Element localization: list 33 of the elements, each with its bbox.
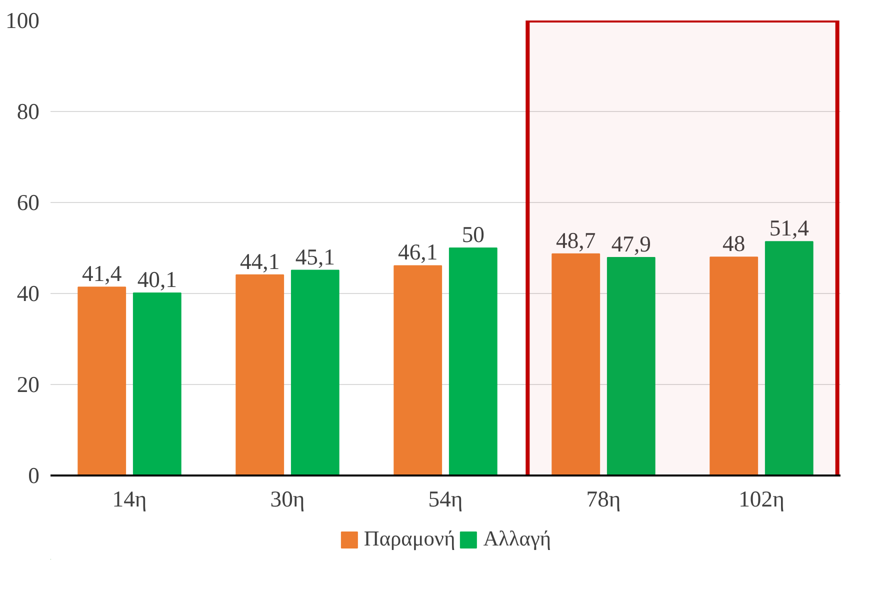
data-label: 50 bbox=[462, 222, 484, 247]
y-tick-label: 40 bbox=[16, 281, 40, 306]
x-tick-label: 102η bbox=[738, 486, 784, 512]
legend-label: Παραμονή bbox=[364, 526, 456, 552]
data-label: 40,1 bbox=[137, 267, 177, 292]
x-tick-label: 30η bbox=[270, 486, 305, 512]
y-tick-label: 100 bbox=[6, 8, 40, 33]
x-tick-label: 78η bbox=[586, 486, 621, 512]
y-tick-label: 80 bbox=[16, 99, 40, 124]
data-label: 47,9 bbox=[611, 232, 651, 257]
bar bbox=[606, 257, 656, 476]
bar bbox=[290, 270, 340, 476]
x-tick-label: 14η bbox=[112, 486, 147, 512]
y-tick-label: 0 bbox=[28, 463, 40, 488]
bar bbox=[236, 274, 284, 476]
data-label: 48,7 bbox=[556, 228, 596, 253]
bar bbox=[710, 256, 758, 476]
data-label: 45,1 bbox=[295, 244, 335, 270]
bar bbox=[764, 241, 814, 476]
data-label: 51,4 bbox=[769, 216, 809, 241]
x-tick-label: 54η bbox=[428, 486, 463, 512]
bar bbox=[132, 292, 182, 476]
data-label: 41,4 bbox=[82, 261, 122, 286]
bar bbox=[552, 253, 600, 476]
y-tick-label: 20 bbox=[16, 372, 40, 397]
legend-label: Αλλαγή bbox=[483, 526, 552, 552]
data-label: 44,1 bbox=[240, 248, 280, 274]
bar bbox=[448, 248, 498, 476]
bar bbox=[78, 286, 126, 476]
bar bbox=[394, 265, 442, 476]
y-tick-label: 60 bbox=[16, 190, 40, 215]
data-label: 46,1 bbox=[398, 240, 438, 265]
data-label: 48 bbox=[722, 231, 746, 256]
